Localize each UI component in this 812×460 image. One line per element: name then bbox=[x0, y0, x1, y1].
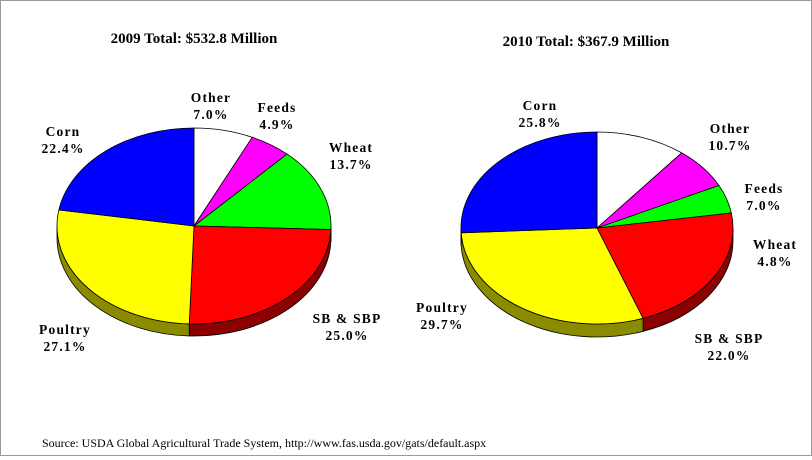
label-value-wheat: 13.7% bbox=[329, 157, 372, 172]
pie-2009: Other 7.0% Feeds 4.9% Wheat 13.7% SB & SBP 25.0… bbox=[39, 90, 381, 354]
label-value-wheat: 4.8% bbox=[757, 254, 792, 269]
label-name-feeds: Feeds bbox=[258, 100, 297, 115]
label-value-feeds: 7.0% bbox=[746, 198, 781, 213]
label-value-other: 10.7% bbox=[708, 138, 751, 153]
label-poultry: Poultry 27.1% bbox=[39, 322, 91, 354]
label-poultry: Poultry 29.7% bbox=[416, 300, 468, 332]
label-value-other: 7.0% bbox=[193, 107, 228, 122]
label-name-poultry: Poultry bbox=[39, 322, 91, 337]
source-note: Source: USDA Global Agricultural Trade S… bbox=[42, 436, 486, 450]
label-name-feeds: Feeds bbox=[745, 181, 784, 196]
label-value-corn: 25.8% bbox=[518, 115, 561, 130]
label-name-corn: Corn bbox=[523, 98, 558, 113]
label-name-corn: Corn bbox=[46, 124, 81, 139]
label-value-sb-sbp: 22.0% bbox=[707, 348, 750, 363]
label-value-sb-sbp: 25.0% bbox=[325, 328, 368, 343]
label-value-poultry: 29.7% bbox=[420, 317, 463, 332]
pie-2010: Other 10.7% Feeds 7.0% Wheat 4.8% SB & SBP 22.0… bbox=[416, 98, 797, 363]
label-name-poultry: Poultry bbox=[416, 300, 468, 315]
label-name-other: Other bbox=[191, 90, 232, 105]
label-name-wheat: Wheat bbox=[329, 140, 373, 155]
label-name-sb-sbp: SB & SBP bbox=[313, 311, 382, 326]
label-wheat: Wheat 4.8% bbox=[753, 237, 797, 269]
slice-poultry bbox=[57, 210, 194, 324]
label-sb-sbp: SB & SBP 25.0% bbox=[313, 311, 382, 343]
label-sb-sbp: SB & SBP 22.0% bbox=[695, 331, 764, 363]
label-name-other: Other bbox=[710, 121, 751, 136]
label-value-feeds: 4.9% bbox=[259, 117, 294, 132]
label-feeds: Feeds 7.0% bbox=[745, 181, 784, 213]
label-value-poultry: 27.1% bbox=[43, 339, 86, 354]
label-other: Other 10.7% bbox=[708, 121, 751, 153]
slice-sb-sbp bbox=[189, 226, 331, 324]
chart-title-2009: 2009 Total: $532.8 Million bbox=[111, 31, 278, 47]
label-corn: Corn 25.8% bbox=[518, 98, 561, 130]
label-name-wheat: Wheat bbox=[753, 237, 797, 252]
label-wheat: Wheat 13.7% bbox=[329, 140, 373, 172]
slice-corn bbox=[461, 132, 597, 233]
label-other: Other 7.0% bbox=[191, 90, 232, 122]
label-feeds: Feeds 4.9% bbox=[258, 100, 297, 132]
label-corn: Corn 22.4% bbox=[41, 124, 84, 156]
label-value-corn: 22.4% bbox=[41, 141, 84, 156]
label-name-sb-sbp: SB & SBP bbox=[695, 331, 764, 346]
chart-title-2010: 2010 Total: $367.9 Million bbox=[503, 34, 670, 50]
